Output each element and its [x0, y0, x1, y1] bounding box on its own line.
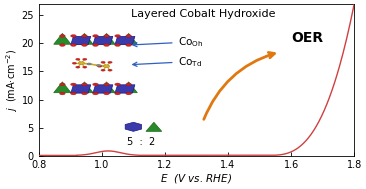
Polygon shape: [71, 36, 91, 45]
Circle shape: [60, 83, 65, 86]
Circle shape: [126, 44, 131, 46]
Circle shape: [87, 63, 92, 65]
Circle shape: [103, 65, 110, 68]
Circle shape: [72, 62, 76, 64]
Circle shape: [71, 83, 76, 86]
Circle shape: [97, 64, 101, 67]
Circle shape: [97, 65, 102, 67]
Circle shape: [108, 69, 112, 71]
Text: Co$_{\mathregular{Oh}}$: Co$_{\mathregular{Oh}}$: [133, 35, 203, 49]
Polygon shape: [98, 82, 115, 93]
Circle shape: [82, 83, 87, 86]
Circle shape: [115, 44, 120, 46]
Circle shape: [101, 61, 105, 63]
Circle shape: [93, 44, 98, 46]
X-axis label: $E$  (V vs. RHE): $E$ (V vs. RHE): [160, 172, 233, 185]
Circle shape: [115, 92, 120, 95]
Polygon shape: [146, 122, 162, 131]
Circle shape: [93, 92, 98, 95]
Circle shape: [115, 35, 120, 37]
Circle shape: [76, 58, 80, 60]
Circle shape: [76, 66, 80, 68]
Circle shape: [101, 69, 105, 71]
Circle shape: [115, 83, 120, 86]
Polygon shape: [54, 82, 71, 93]
Circle shape: [60, 35, 65, 37]
Circle shape: [82, 35, 87, 37]
Polygon shape: [120, 33, 137, 44]
Circle shape: [71, 35, 76, 37]
Circle shape: [82, 92, 87, 95]
Circle shape: [78, 62, 85, 65]
Circle shape: [126, 83, 131, 86]
Polygon shape: [54, 33, 71, 44]
Polygon shape: [98, 33, 115, 44]
Polygon shape: [76, 82, 93, 93]
Text: Co$_{\mathregular{Td}}$: Co$_{\mathregular{Td}}$: [133, 55, 202, 69]
Circle shape: [60, 44, 65, 46]
Circle shape: [104, 83, 109, 86]
Circle shape: [71, 44, 76, 46]
Circle shape: [93, 35, 98, 37]
Circle shape: [82, 44, 87, 46]
Circle shape: [93, 83, 98, 86]
Polygon shape: [93, 85, 113, 93]
Circle shape: [104, 44, 109, 46]
Y-axis label: $j$  (mA·cm$^{-2}$): $j$ (mA·cm$^{-2}$): [4, 48, 20, 112]
Polygon shape: [120, 82, 137, 93]
Circle shape: [126, 35, 131, 37]
Polygon shape: [115, 85, 135, 93]
Text: Layered Cobalt Hydroxide: Layered Cobalt Hydroxide: [131, 9, 275, 19]
Polygon shape: [115, 36, 135, 45]
Circle shape: [83, 66, 87, 68]
Polygon shape: [76, 33, 93, 44]
Circle shape: [126, 92, 131, 95]
Circle shape: [60, 92, 65, 95]
Polygon shape: [71, 85, 91, 93]
Circle shape: [83, 58, 87, 60]
Circle shape: [104, 35, 109, 37]
Circle shape: [104, 92, 109, 95]
Circle shape: [71, 92, 76, 95]
Polygon shape: [93, 36, 113, 45]
Text: OER: OER: [291, 31, 323, 45]
Text: 5  :  2: 5 : 2: [127, 137, 156, 147]
Circle shape: [108, 61, 112, 63]
